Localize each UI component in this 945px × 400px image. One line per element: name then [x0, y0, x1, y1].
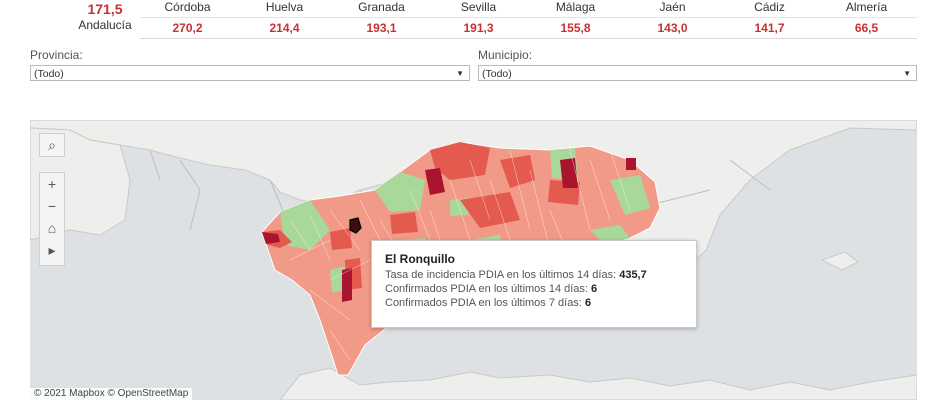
province-name: Cádiz — [754, 0, 785, 14]
zoom-out-icon[interactable]: − — [47, 198, 57, 214]
high-incidence-area[interactable] — [390, 212, 418, 234]
tooltip-row-confirmed-14: Confirmados PDIA en los últimos 14 días:… — [385, 282, 696, 296]
selected-municipality[interactable] — [349, 217, 362, 234]
low-incidence-area[interactable] — [375, 172, 425, 212]
province-value: 191,3 — [463, 21, 494, 35]
land-africa — [279, 367, 917, 400]
tooltip-row-incidence: Tasa de incidencia PDIA en los últimos 1… — [385, 268, 696, 282]
tooltip-value: 6 — [591, 283, 598, 295]
province-name: Córdoba — [164, 0, 211, 14]
map-search-button[interactable]: ⌕ — [39, 133, 65, 157]
province-value: 155,8 — [560, 21, 591, 35]
home-icon[interactable]: ⌂ — [47, 220, 57, 236]
province-name: Jaén — [659, 0, 686, 14]
overall-incidence: 171,5 Andalucía — [30, 0, 180, 32]
tooltip-value: 6 — [584, 297, 592, 309]
tooltip-value: 435,7 — [619, 269, 647, 281]
very-high-incidence-area[interactable] — [560, 158, 578, 188]
province-value: 193,1 — [366, 21, 397, 35]
municipio-select[interactable]: (Todo) ▼ — [478, 65, 917, 81]
high-incidence-area[interactable] — [460, 192, 520, 228]
province-granada[interactable]: Granada 193,1 — [334, 0, 429, 36]
province-table: Córdoba 270,2 Huelva 214,4 Granada 193,1… — [140, 0, 917, 39]
map-tooltip: El Ronquillo Tasa de incidencia PDIA en … — [371, 240, 697, 328]
provincia-select-value: (Todo) — [34, 68, 64, 80]
map-attribution[interactable]: © 2021 Mapbox © OpenStreetMap — [30, 388, 193, 400]
overall-label: Andalucía — [78, 18, 132, 32]
table-divider — [140, 17, 917, 18]
province-huelva[interactable]: Huelva 214,4 — [237, 0, 332, 36]
province-jaen[interactable]: Jaén 143,0 — [625, 0, 720, 36]
very-high-incidence-area[interactable] — [425, 168, 445, 195]
tooltip-title: El Ronquillo — [385, 252, 455, 266]
province-name: Huelva — [265, 0, 304, 14]
incidence-summary: 171,5 Andalucía Córdoba 270,2 Huelva 214… — [0, 0, 945, 40]
province-value: 143,0 — [657, 21, 688, 35]
chevron-down-icon[interactable]: ▼ — [456, 69, 464, 78]
island — [820, 251, 859, 271]
tooltip-label: Confirmados PDIA en los últimos 7 días: — [385, 297, 582, 309]
provincia-filter-label: Provincia: — [30, 48, 83, 62]
municipio-select-value: (Todo) — [482, 68, 512, 80]
province-value: 141,7 — [754, 21, 785, 35]
province-value: 270,2 — [172, 21, 203, 35]
zoom-in-icon[interactable]: + — [47, 176, 57, 192]
expand-toolbar-icon[interactable]: ▸ — [48, 242, 56, 258]
province-cadiz[interactable]: Cádiz 141,7 — [722, 0, 817, 36]
very-high-incidence-area[interactable] — [262, 232, 280, 244]
tooltip-label: Confirmados PDIA en los últimos 14 días: — [385, 283, 588, 295]
province-name: Málaga — [555, 0, 596, 14]
high-incidence-area[interactable] — [500, 155, 535, 188]
very-high-incidence-area[interactable] — [626, 158, 636, 170]
province-malaga[interactable]: Málaga 155,8 — [528, 0, 623, 36]
province-almeria[interactable]: Almería 66,5 — [819, 0, 914, 36]
province-name: Sevilla — [460, 0, 497, 14]
search-icon[interactable]: ⌕ — [48, 137, 56, 153]
province-name: Granada — [358, 0, 405, 14]
province-value: 214,4 — [269, 21, 300, 35]
tooltip-row-confirmed-7: Confirmados PDIA en los últimos 7 días: … — [385, 296, 696, 310]
overall-value: 171,5 — [87, 1, 123, 17]
province-value: 66,5 — [854, 21, 879, 35]
municipio-filter-label: Municipio: — [478, 48, 533, 62]
map-zoom-controls: + − ⌂ ▸ — [39, 172, 65, 266]
province-sevilla[interactable]: Sevilla 191,3 — [431, 0, 526, 36]
high-incidence-area[interactable] — [430, 142, 490, 180]
very-high-incidence-area[interactable] — [342, 268, 352, 302]
high-incidence-area[interactable] — [330, 228, 352, 250]
low-incidence-area[interactable] — [280, 200, 330, 250]
chevron-down-icon[interactable]: ▼ — [903, 69, 911, 78]
tooltip-label: Tasa de incidencia PDIA en los últimos 1… — [385, 269, 617, 281]
province-name: Almería — [845, 0, 888, 14]
province-cordoba[interactable]: Córdoba 270,2 — [140, 0, 235, 36]
provincia-select[interactable]: (Todo) ▼ — [30, 65, 470, 81]
low-incidence-area[interactable] — [610, 175, 650, 215]
